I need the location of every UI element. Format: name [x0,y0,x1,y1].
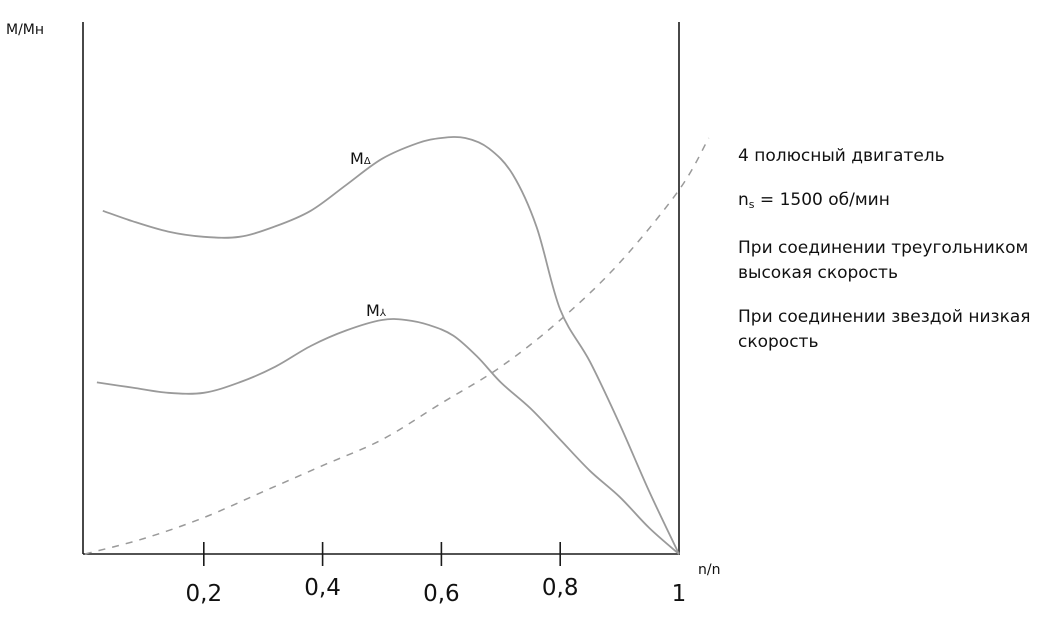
x-ticks: 0,2 0,4 0,6 0,8 1 [186,542,687,607]
series-label-delta: MΔ [350,149,371,168]
series-line-delta [102,136,680,555]
x-axis-label: n/n [698,562,720,578]
series-group [84,136,710,555]
note-star-connection: При соединении звездой низкая скорость [738,307,1031,352]
note-motor-poles: 4 полюсный двигатель [738,146,945,166]
series-line-star [96,318,680,555]
series-line-load-dashed [84,137,710,555]
x-tick-label: 0,8 [542,575,579,601]
x-tick-label: 0,6 [423,581,460,607]
note-sync-speed: ns = 1500 об/мин [738,190,890,211]
x-tick-label: 0,2 [186,581,223,607]
x-tick-label: 1 [672,581,687,607]
notes-panel: 4 полюсный двигатель ns = 1500 об/мин Пр… [738,144,1038,374]
x-tick-label: 0,4 [304,575,341,601]
series-label-star: M⅄ [366,301,387,320]
note-delta-connection: При соединении треугольником высокая ско… [738,238,1029,283]
y-axis-label: M/Mн [6,22,44,38]
